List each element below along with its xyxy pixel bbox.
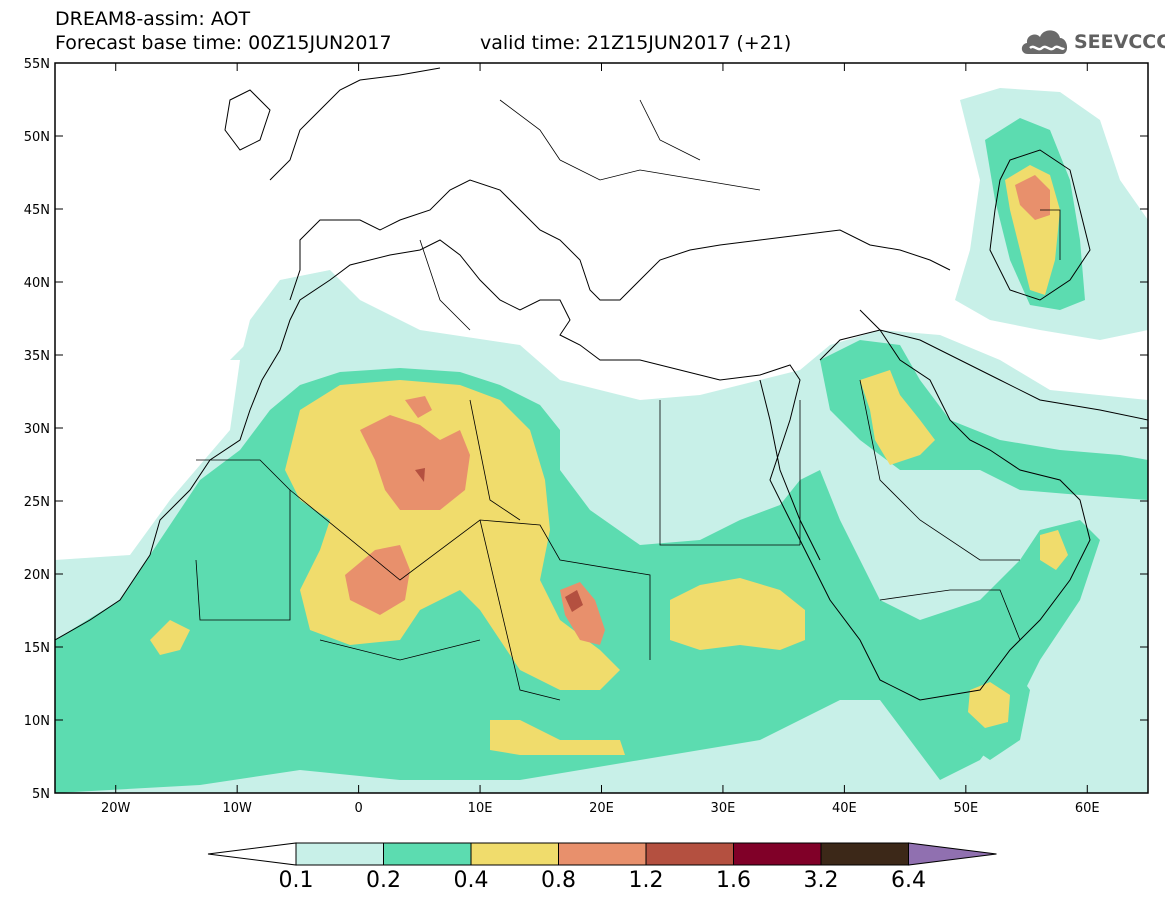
- logo-text: SEEVCCC: [1074, 31, 1165, 53]
- lat-tick-label: 30N: [24, 422, 50, 437]
- colorbar-bin: [733, 842, 822, 866]
- lat-tick-label: 45N: [24, 203, 50, 218]
- colorbar-label: 0.4: [453, 868, 489, 893]
- colorbar-label: 1.2: [628, 868, 664, 893]
- lon-tick-label: 60E: [1075, 801, 1100, 816]
- lon-tick-label: 50E: [953, 801, 978, 816]
- colorbar-bin: [820, 842, 909, 866]
- aot-map: 55N 50N 45N 40N 35N 30N 25N 20N 15N 10N 5N 20W 10W 0…: [24, 57, 1149, 816]
- forecast-base-time: Forecast base time: 00Z15JUN2017: [55, 32, 392, 54]
- lon-tick-label: 0: [354, 801, 362, 816]
- aot-field: [55, 63, 1148, 793]
- colorbar-label: 0.8: [541, 868, 576, 893]
- lon-tick-label: 30E: [711, 801, 736, 816]
- seevccc-logo: SEEVCCC: [1018, 24, 1165, 58]
- lon-tick-label: 10E: [468, 801, 493, 816]
- colorbar-label: 0.2: [366, 868, 401, 893]
- lat-tick-label: 35N: [24, 349, 50, 364]
- map-title: DREAM8-assim: AOT: [55, 8, 251, 30]
- colorbar: [207, 842, 997, 866]
- lat-tick-label: 25N: [24, 495, 50, 510]
- colorbar-label: 6.4: [891, 868, 926, 893]
- cloud-icon: [1021, 30, 1068, 54]
- lon-ticks: 20W 10W 0 10E 20E 30E 40E 50E 60E: [101, 63, 1100, 816]
- lon-tick-label: 40E: [832, 801, 857, 816]
- lat-tick-label: 40N: [24, 276, 50, 291]
- lat-tick-label: 20N: [24, 568, 50, 583]
- coastlines: [55, 67, 1148, 793]
- lat-tick-label: 5N: [32, 787, 50, 802]
- lat-ticks: 55N 50N 45N 40N 35N 30N 25N 20N 15N 10N 5N: [24, 57, 1148, 802]
- colorbar-bin: [383, 842, 472, 866]
- lat-tick-label: 50N: [24, 130, 50, 145]
- colorbar-bin: [470, 842, 559, 866]
- lat-tick-label: 15N: [24, 641, 50, 656]
- borders: [195, 99, 1061, 701]
- lat-tick-label: 55N: [24, 57, 50, 72]
- colorbar-bin: [645, 842, 734, 866]
- colorbar-max-arrow: [908, 842, 997, 866]
- aot-band-1.2: [415, 468, 583, 612]
- lon-tick-label: 10W: [222, 801, 252, 816]
- lon-tick-label: 20W: [101, 801, 131, 816]
- valid-time: valid time: 21Z15JUN2017 (+21): [480, 32, 792, 54]
- lat-tick-label: 10N: [24, 714, 50, 729]
- colorbar-bin: [295, 842, 384, 866]
- colorbar-label: 0.1: [278, 868, 314, 893]
- aot-band-0.4: [150, 165, 1068, 755]
- lon-tick-label: 20E: [589, 801, 614, 816]
- colorbar-label: 1.6: [716, 868, 751, 893]
- colorbar-min-arrow: [207, 842, 297, 866]
- colorbar-label: 3.2: [803, 868, 839, 893]
- colorbar-bin: [558, 842, 647, 866]
